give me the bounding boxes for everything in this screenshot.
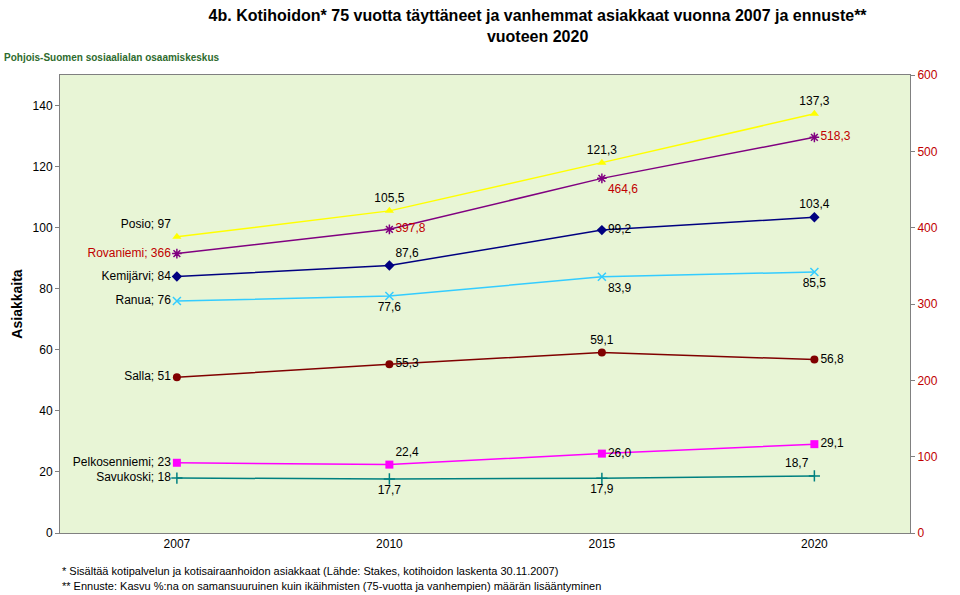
svg-text:Kemijärvi; 84: Kemijärvi; 84 xyxy=(102,269,172,283)
svg-text:300: 300 xyxy=(917,297,937,311)
svg-text:Ranua; 76: Ranua; 76 xyxy=(115,293,171,307)
svg-text:600: 600 xyxy=(917,68,937,82)
svg-text:2020: 2020 xyxy=(801,537,828,551)
svg-text:Pohjois-Suomen sosiaalialan os: Pohjois-Suomen sosiaalialan osaamiskesku… xyxy=(4,52,220,63)
svg-text:26,0: 26,0 xyxy=(608,446,632,460)
svg-text:83,9: 83,9 xyxy=(608,281,632,295)
svg-text:2007: 2007 xyxy=(164,537,191,551)
svg-text:397,8: 397,8 xyxy=(395,221,425,235)
svg-text:17,9: 17,9 xyxy=(590,482,614,496)
svg-text:137,3: 137,3 xyxy=(799,94,829,108)
svg-text:4b. Kotihoidon* 75 vuotta täyt: 4b. Kotihoidon* 75 vuotta täyttäneet ja … xyxy=(209,7,868,45)
svg-text:80: 80 xyxy=(39,282,53,296)
svg-text:140: 140 xyxy=(33,99,53,113)
svg-text:* Sisältää kotipalvelun ja kot: * Sisältää kotipalvelun ja kotisairaanho… xyxy=(62,565,558,577)
svg-text:103,4: 103,4 xyxy=(799,197,829,211)
svg-text:18,7: 18,7 xyxy=(785,456,809,470)
svg-text:121,3: 121,3 xyxy=(587,143,617,157)
svg-text:464,6: 464,6 xyxy=(608,182,638,196)
svg-text:55,3: 55,3 xyxy=(395,356,419,370)
svg-text:29,1: 29,1 xyxy=(820,436,844,450)
svg-text:77,6: 77,6 xyxy=(378,300,402,314)
svg-text:Posio; 97: Posio; 97 xyxy=(121,217,171,231)
svg-text:0: 0 xyxy=(46,526,53,540)
svg-text:20: 20 xyxy=(39,465,53,479)
svg-text:59,1: 59,1 xyxy=(590,333,614,347)
svg-text:0: 0 xyxy=(917,526,924,540)
svg-text:87,6: 87,6 xyxy=(395,246,419,260)
svg-text:Salla; 51: Salla; 51 xyxy=(124,369,171,383)
svg-text:60: 60 xyxy=(39,343,53,357)
svg-text:85,5: 85,5 xyxy=(803,276,827,290)
svg-text:120: 120 xyxy=(33,160,53,174)
svg-text:Savukoski; 18: Savukoski; 18 xyxy=(96,470,171,484)
svg-text:Asiakkaita: Asiakkaita xyxy=(9,269,25,338)
svg-text:17,7: 17,7 xyxy=(378,483,402,497)
svg-text:** Ennuste: Kasvu %:na on sama: ** Ennuste: Kasvu %:na on samansuuruinen… xyxy=(62,580,601,592)
svg-text:40: 40 xyxy=(39,404,53,418)
svg-text:Rovaniemi; 366: Rovaniemi; 366 xyxy=(87,246,171,260)
svg-text:100: 100 xyxy=(33,221,53,235)
svg-text:518,3: 518,3 xyxy=(820,129,850,143)
svg-text:2015: 2015 xyxy=(589,537,616,551)
svg-text:2010: 2010 xyxy=(376,537,403,551)
svg-text:400: 400 xyxy=(917,221,937,235)
svg-text:56,8: 56,8 xyxy=(820,352,844,366)
svg-text:Pelkosenniemi; 23: Pelkosenniemi; 23 xyxy=(73,455,171,469)
svg-text:99,2: 99,2 xyxy=(608,222,632,236)
svg-text:500: 500 xyxy=(917,145,937,159)
svg-text:100: 100 xyxy=(917,450,937,464)
svg-text:105,5: 105,5 xyxy=(374,191,404,205)
svg-text:22,4: 22,4 xyxy=(395,445,419,459)
svg-text:200: 200 xyxy=(917,374,937,388)
